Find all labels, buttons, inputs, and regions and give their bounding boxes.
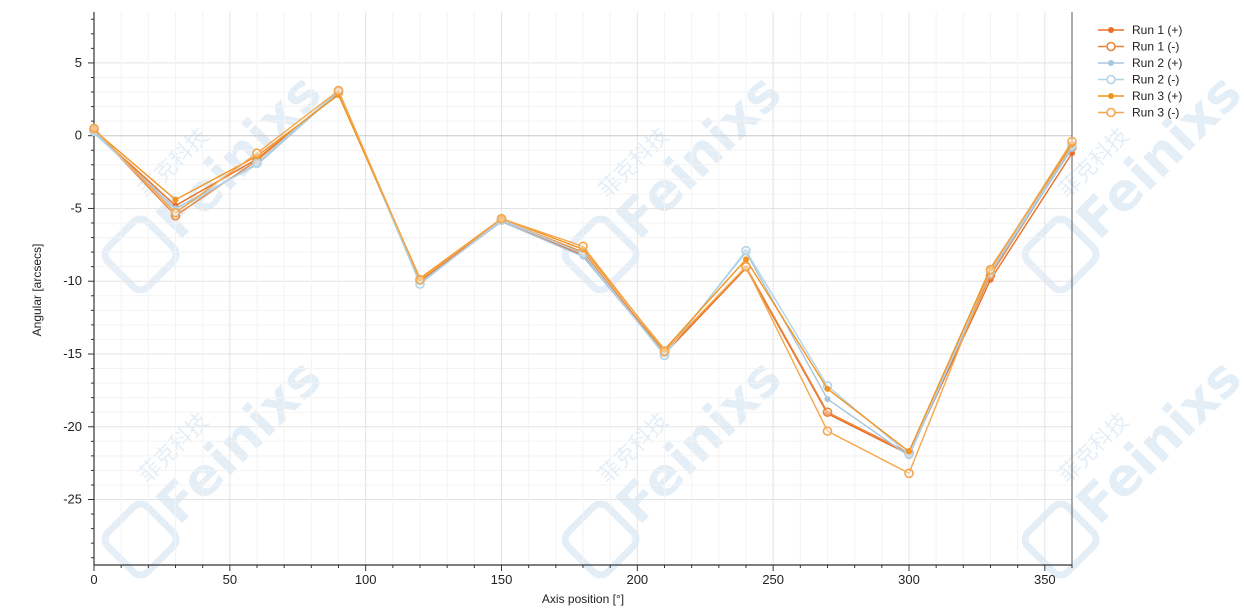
- legend-swatch-marker: [1106, 41, 1116, 52]
- watermark-logo-mark: [1021, 215, 1100, 294]
- data-point: [824, 396, 831, 403]
- legend-swatch-marker: [1108, 27, 1114, 33]
- data-point: [659, 346, 670, 356]
- data-point: [578, 241, 588, 252]
- y-tick-label: -10: [63, 273, 82, 288]
- data-point: [170, 208, 181, 218]
- x-tick-label: 0: [90, 572, 97, 587]
- x-tick-label: 100: [355, 572, 377, 587]
- legend-label: Run 3 (-): [1132, 106, 1179, 120]
- data-point: [91, 126, 97, 133]
- data-point: [496, 213, 507, 224]
- legend: Run 1 (+) Run 1 (-) Run 2 (+) Run 2 (-) Run …: [1098, 23, 1182, 120]
- data-point: [906, 448, 912, 455]
- data-point: [824, 385, 831, 392]
- data-point: [743, 256, 749, 263]
- data-point: [741, 245, 751, 256]
- y-tick-label: 0: [75, 128, 82, 143]
- y-tick-label: -5: [70, 200, 82, 215]
- data-point: [822, 426, 833, 436]
- data-point: [252, 158, 262, 169]
- y-tick-label: -20: [63, 419, 82, 434]
- watermark-logo-mark: [1021, 500, 1100, 579]
- x-tick-label: 300: [898, 572, 920, 587]
- legend-label: Run 1 (+): [1132, 23, 1182, 37]
- series-layer: [89, 85, 1077, 479]
- x-tick-label: 50: [223, 572, 237, 587]
- legend-label: Run 1 (-): [1132, 40, 1179, 54]
- y-tick-label: -15: [63, 346, 82, 361]
- legend-swatch-marker: [1106, 107, 1116, 118]
- y-axis-label: Angular [arcsecs]: [30, 244, 44, 337]
- x-tick-label: 200: [626, 572, 648, 587]
- x-tick-label: 350: [1034, 572, 1056, 587]
- legend-swatch-marker: [1108, 93, 1114, 99]
- y-tick-label: -25: [63, 492, 82, 507]
- legend-label: Run 2 (-): [1132, 73, 1179, 87]
- data-point: [824, 410, 831, 417]
- series-6: [89, 85, 1077, 479]
- data-point: [89, 123, 99, 134]
- legend-label: Run 3 (+): [1132, 89, 1182, 103]
- data-point: [822, 407, 833, 417]
- x-tick-label: 250: [762, 572, 784, 587]
- watermark-logo-mark: [561, 215, 640, 294]
- data-point: [985, 264, 996, 275]
- data-point: [906, 452, 912, 459]
- data-point: [741, 261, 751, 272]
- legend-label: Run 2 (+): [1132, 56, 1182, 70]
- series-line: [93, 89, 1073, 475]
- data-point: [904, 468, 914, 479]
- x-axis-label: Axis position [°]: [542, 592, 624, 606]
- data-point: [1067, 136, 1077, 147]
- watermark-logo-mark: [561, 500, 640, 579]
- data-point: [252, 148, 262, 158]
- data-point: [254, 161, 260, 168]
- y-tick-label: 5: [75, 55, 82, 70]
- grid-layer: [94, 12, 1073, 565]
- data-point: [415, 274, 425, 285]
- data-point: [172, 196, 179, 203]
- legend-swatch-marker: [1106, 74, 1116, 85]
- x-tick-label: 150: [491, 572, 513, 587]
- legend-swatch-marker: [1108, 60, 1114, 66]
- data-point: [333, 85, 344, 96]
